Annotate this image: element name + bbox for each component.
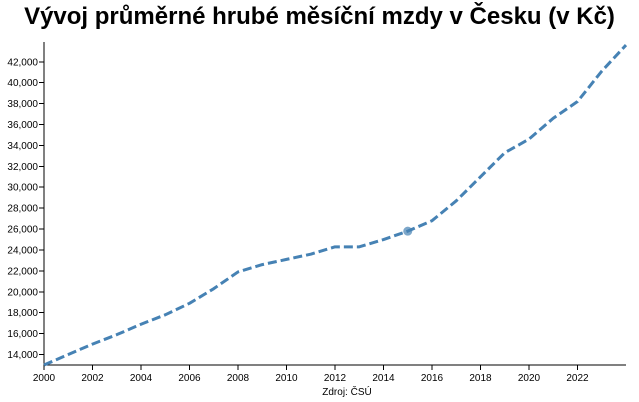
y-tick-label: 28,000: [7, 204, 38, 215]
x-tick-label: 2018: [469, 373, 492, 384]
y-tick-label: 20,000: [7, 287, 38, 298]
x-tick-label: 2012: [324, 373, 347, 384]
y-tick-label: 36,000: [7, 120, 38, 131]
x-tick-label: 2008: [227, 373, 250, 384]
x-tick-label: 2004: [130, 373, 153, 384]
chart-title: Vývoj průměrné hrubé měsíční mzdy v Česk…: [24, 3, 615, 30]
x-tick-label: 2020: [518, 373, 541, 384]
y-axis: 14,000 16,000 18,000 20,000 22,000 24,000 26,0…: [7, 42, 45, 365]
y-tick-label: 16,000: [7, 329, 38, 340]
y-tick-label: 22,000: [7, 266, 38, 277]
y-tick-label: 18,000: [7, 308, 38, 319]
y-tick-label: 38,000: [7, 99, 38, 110]
x-tick-label: 2022: [566, 373, 589, 384]
y-tick-label: 34,000: [7, 141, 38, 152]
y-tick-label: 42,000: [7, 57, 38, 68]
x-tick-label: 2002: [81, 373, 104, 384]
y-tick-label: 30,000: [7, 183, 38, 194]
series-layer: [43, 44, 628, 367]
x-tick-label: 2016: [421, 373, 444, 384]
x-tick-label: 2010: [275, 373, 298, 384]
y-tick-label: 26,000: [7, 225, 38, 236]
x-axis: 2000 2002 2004 2006 2008 2010 2012 2014 2016 2018…: [33, 364, 626, 384]
y-tick-label: 24,000: [7, 245, 38, 256]
source-label: Zdroj: ČSÚ: [322, 385, 371, 398]
series-line: [43, 44, 628, 367]
x-tick-label: 2006: [178, 373, 201, 384]
highlighted-point[interactable]: [403, 226, 413, 236]
y-tick-label: 32,000: [7, 162, 38, 173]
y-tick-label: 14,000: [7, 350, 38, 361]
x-tick-label: 2014: [372, 373, 395, 384]
x-tick-label: 2000: [33, 373, 56, 384]
y-tick-label: 40,000: [7, 78, 38, 89]
